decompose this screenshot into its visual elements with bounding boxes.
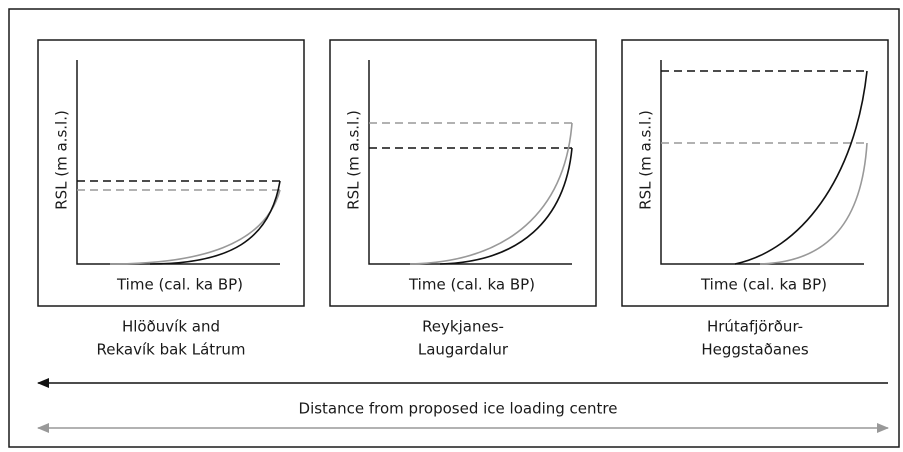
caption: Hrútafjörður-: [707, 318, 803, 336]
rsl-curve: [734, 70, 868, 265]
rsl-curve: [439, 147, 573, 265]
arrow-label: Distance from proposed ice loading centr…: [299, 400, 618, 418]
caption: Hlöðuvík and: [122, 318, 220, 336]
rsl-curve: [759, 142, 868, 265]
y-label: RSL (m a.s.l.): [345, 110, 363, 210]
x-label: Time (cal. ka BP): [700, 276, 827, 294]
rsl-curve: [149, 180, 281, 265]
caption: Heggstaðanes: [701, 341, 809, 359]
panel-box: [37, 39, 305, 307]
panel-box: [621, 39, 889, 307]
x-label: Time (cal. ka BP): [408, 276, 535, 294]
caption: Rekavík bak Látrum: [97, 341, 246, 359]
axes: [368, 60, 572, 265]
frame: [8, 8, 900, 448]
rsl-curve: [109, 189, 281, 265]
caption: Laugardalur: [418, 341, 509, 359]
x-label: Time (cal. ka BP): [116, 276, 243, 294]
axes: [660, 60, 864, 265]
axes: [76, 60, 280, 265]
y-label: RSL (m a.s.l.): [637, 110, 655, 210]
rsl-curve: [409, 122, 573, 265]
panel-box: [329, 39, 597, 307]
y-label: RSL (m a.s.l.): [53, 110, 71, 210]
caption: Reykjanes-: [422, 318, 504, 336]
